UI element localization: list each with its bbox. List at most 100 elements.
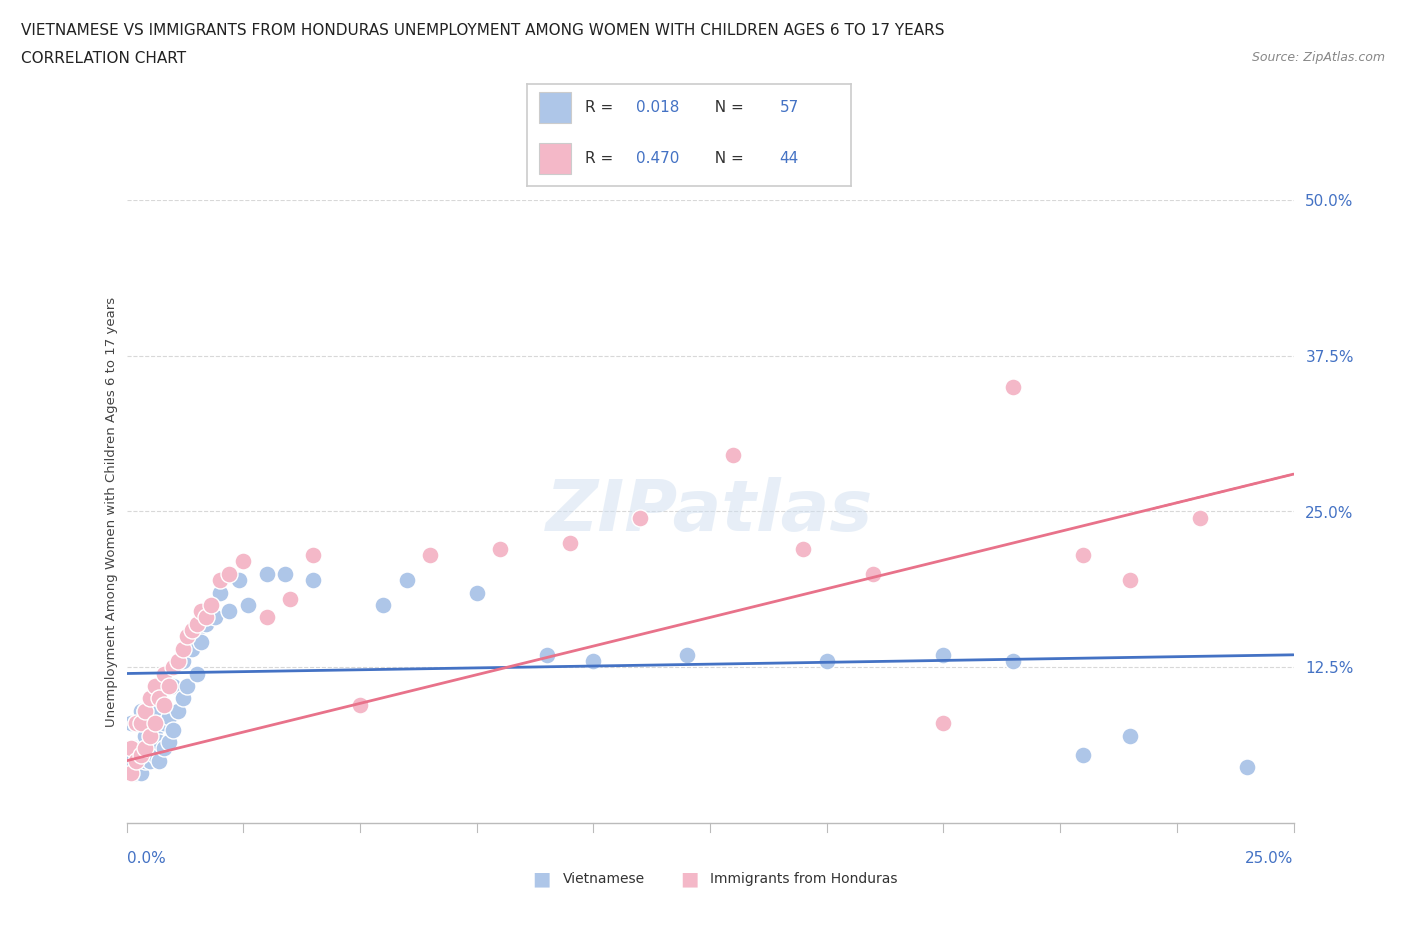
Point xyxy=(172,641,194,656)
Point xyxy=(186,617,208,631)
Point xyxy=(302,573,325,588)
Point xyxy=(143,716,166,731)
Point xyxy=(139,703,162,718)
Point xyxy=(232,554,254,569)
Point xyxy=(1119,728,1142,743)
Point xyxy=(167,703,190,718)
Point xyxy=(176,629,198,644)
Point xyxy=(139,728,162,743)
Point xyxy=(228,573,250,588)
Point xyxy=(139,753,162,768)
Point xyxy=(139,741,162,756)
Point xyxy=(148,703,170,718)
Point xyxy=(723,448,745,463)
Point xyxy=(180,641,202,656)
Point xyxy=(125,716,148,731)
Text: N =: N = xyxy=(706,151,749,166)
Point xyxy=(172,691,194,706)
Point xyxy=(190,635,212,650)
Point xyxy=(208,573,231,588)
Point xyxy=(148,691,170,706)
Point xyxy=(120,716,142,731)
Point xyxy=(190,604,212,618)
Point xyxy=(236,598,259,613)
Text: Immigrants from Honduras: Immigrants from Honduras xyxy=(710,871,897,886)
Point xyxy=(1002,654,1025,669)
Point xyxy=(395,573,418,588)
Point xyxy=(125,741,148,756)
Point xyxy=(134,703,156,718)
Point xyxy=(349,698,371,712)
Point xyxy=(120,753,142,768)
Point xyxy=(862,566,884,581)
Point xyxy=(157,710,180,724)
Point xyxy=(932,647,955,662)
Point xyxy=(186,666,208,681)
Point xyxy=(1073,747,1095,762)
Point xyxy=(204,610,226,625)
Point xyxy=(176,629,198,644)
Point xyxy=(134,703,156,718)
Point xyxy=(278,591,301,606)
Point xyxy=(167,654,190,669)
Text: ■: ■ xyxy=(679,870,699,888)
Y-axis label: Unemployment Among Women with Children Ages 6 to 17 years: Unemployment Among Women with Children A… xyxy=(105,297,118,726)
Point xyxy=(256,610,278,625)
Point xyxy=(139,691,162,706)
Point xyxy=(129,765,152,780)
Text: ZIPatlas: ZIPatlas xyxy=(547,477,873,546)
Text: 0.018: 0.018 xyxy=(636,100,679,114)
Text: 44: 44 xyxy=(779,151,799,166)
Point xyxy=(134,753,156,768)
Point xyxy=(157,735,180,750)
Point xyxy=(792,541,814,556)
Point xyxy=(125,716,148,731)
Point xyxy=(419,548,441,563)
Point xyxy=(167,654,190,669)
Point xyxy=(302,548,325,563)
Text: Source: ZipAtlas.com: Source: ZipAtlas.com xyxy=(1251,51,1385,64)
Point xyxy=(129,716,152,731)
Point xyxy=(162,660,184,675)
Point xyxy=(465,585,488,600)
Point xyxy=(172,654,194,669)
Point xyxy=(120,741,142,756)
Point xyxy=(194,610,217,625)
Point xyxy=(932,716,955,731)
Text: 57: 57 xyxy=(779,100,799,114)
Point xyxy=(157,679,180,694)
Text: 0.0%: 0.0% xyxy=(127,851,166,866)
Point xyxy=(218,604,240,618)
Point xyxy=(1073,548,1095,563)
Point xyxy=(153,666,176,681)
Text: CORRELATION CHART: CORRELATION CHART xyxy=(21,51,186,66)
Point xyxy=(120,765,142,780)
Point xyxy=(1119,573,1142,588)
Point xyxy=(162,679,184,694)
Point xyxy=(675,647,697,662)
Text: ■: ■ xyxy=(531,870,551,888)
Point xyxy=(200,598,222,613)
Point xyxy=(582,654,605,669)
Point xyxy=(274,566,297,581)
Point xyxy=(558,536,581,551)
Point xyxy=(129,747,152,762)
Bar xyxy=(538,92,571,123)
Text: R =: R = xyxy=(585,151,619,166)
Text: 25.0%: 25.0% xyxy=(1246,851,1294,866)
Text: VIETNAMESE VS IMMIGRANTS FROM HONDURAS UNEMPLOYMENT AMONG WOMEN WITH CHILDREN AG: VIETNAMESE VS IMMIGRANTS FROM HONDURAS U… xyxy=(21,23,945,38)
Point xyxy=(176,679,198,694)
Point xyxy=(1236,760,1258,775)
Point xyxy=(194,617,217,631)
Point xyxy=(148,735,170,750)
Point xyxy=(134,728,156,743)
Point xyxy=(153,698,176,712)
Point xyxy=(129,741,152,756)
Point xyxy=(208,585,231,600)
Point xyxy=(143,747,166,762)
Point xyxy=(162,722,184,737)
Point xyxy=(218,566,240,581)
Point xyxy=(125,765,148,780)
Text: N =: N = xyxy=(706,100,749,114)
Point xyxy=(153,741,176,756)
